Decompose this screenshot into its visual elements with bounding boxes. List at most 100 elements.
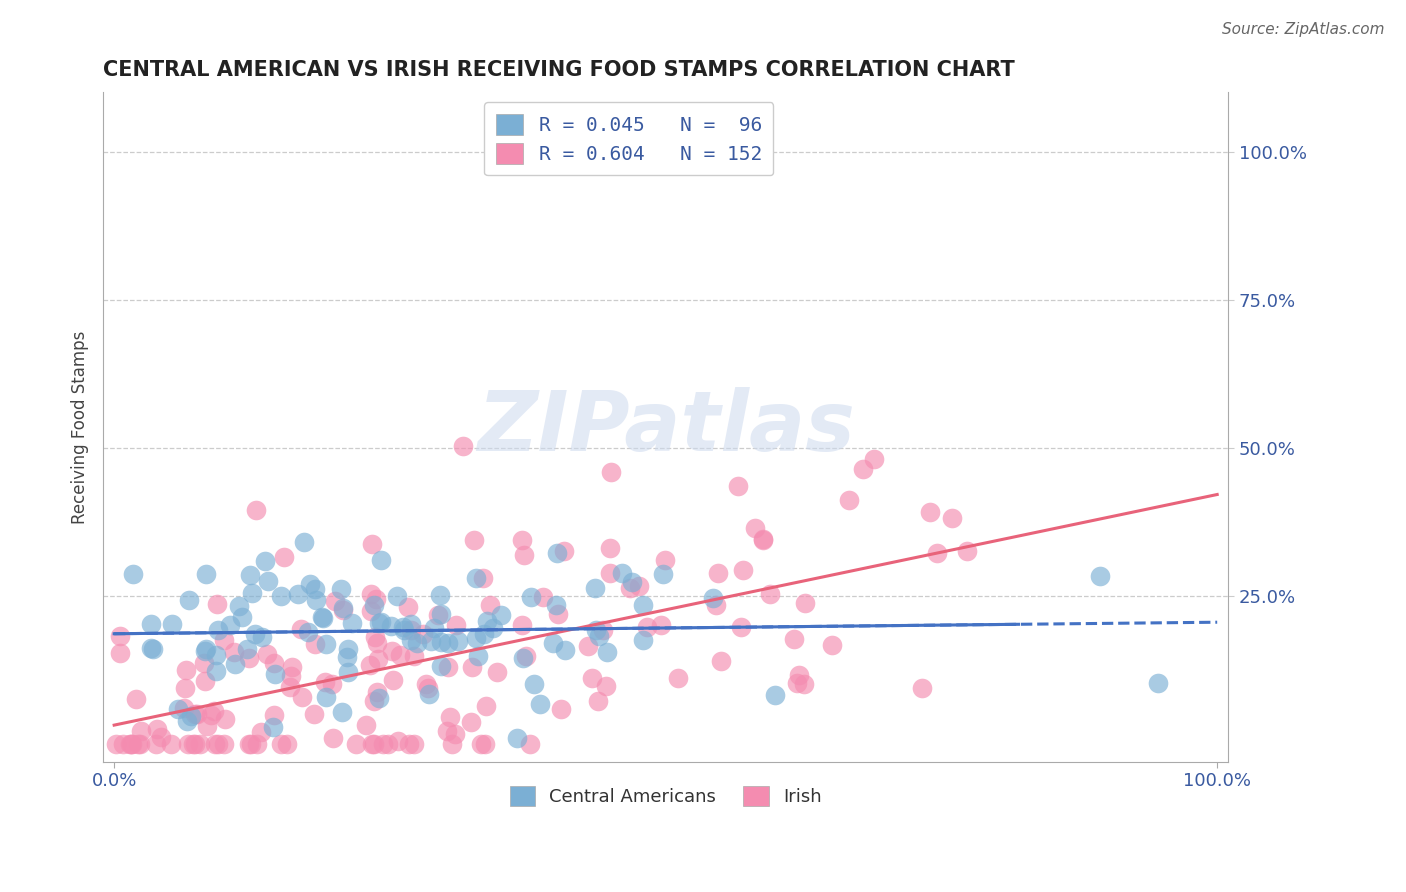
Point <box>583 581 606 595</box>
Point <box>240 585 263 599</box>
Point <box>120 737 142 751</box>
Point <box>941 510 963 524</box>
Point <box>506 731 529 745</box>
Point <box>330 706 353 720</box>
Point <box>236 642 259 657</box>
Point <box>370 615 392 630</box>
Point <box>361 737 384 751</box>
Point <box>112 737 135 751</box>
Point <box>1146 675 1168 690</box>
Point <box>239 568 262 582</box>
Point <box>305 593 328 607</box>
Point <box>444 618 467 632</box>
Point <box>193 657 215 671</box>
Point <box>304 636 326 650</box>
Point <box>392 619 415 633</box>
Point <box>262 720 284 734</box>
Point <box>254 554 277 568</box>
Point <box>399 632 422 647</box>
Point <box>332 601 354 615</box>
Point <box>321 676 343 690</box>
Point <box>541 635 564 649</box>
Point <box>650 618 672 632</box>
Point <box>377 737 399 751</box>
Point <box>752 533 775 547</box>
Point <box>852 461 875 475</box>
Point <box>709 654 731 668</box>
Point <box>429 588 451 602</box>
Point <box>399 617 422 632</box>
Point <box>263 656 285 670</box>
Point <box>195 719 218 733</box>
Point <box>911 681 934 696</box>
Point <box>704 598 727 612</box>
Point <box>212 737 235 751</box>
Point <box>707 566 730 580</box>
Point <box>302 707 325 722</box>
Point <box>337 665 360 680</box>
Point <box>547 607 569 621</box>
Point <box>186 706 208 721</box>
Point <box>581 671 603 685</box>
Point <box>510 533 533 547</box>
Point <box>439 710 461 724</box>
Point <box>759 587 782 601</box>
Point <box>315 637 337 651</box>
Point <box>418 688 440 702</box>
Point <box>515 648 537 663</box>
Point <box>398 737 420 751</box>
Point <box>360 587 382 601</box>
Point <box>366 685 388 699</box>
Point <box>273 550 295 565</box>
Point <box>366 636 388 650</box>
Point <box>340 616 363 631</box>
Point <box>531 591 554 605</box>
Point <box>330 582 353 596</box>
Point <box>794 596 817 610</box>
Point <box>276 737 298 751</box>
Point <box>127 737 149 751</box>
Point <box>290 690 312 705</box>
Point <box>173 701 195 715</box>
Point <box>440 737 463 751</box>
Point <box>159 737 181 751</box>
Point <box>356 717 378 731</box>
Text: ZIPatlas: ZIPatlas <box>477 386 855 467</box>
Point <box>278 680 301 694</box>
Point <box>204 737 226 751</box>
Point <box>475 614 498 628</box>
Point <box>218 618 240 632</box>
Point <box>105 737 128 751</box>
Point <box>599 566 621 581</box>
Point <box>368 616 391 631</box>
Point <box>188 737 211 751</box>
Point <box>585 623 607 637</box>
Point <box>202 704 225 718</box>
Point <box>224 657 246 672</box>
Point <box>360 537 382 551</box>
Point <box>150 730 173 744</box>
Point <box>263 708 285 723</box>
Point <box>364 630 387 644</box>
Text: CENTRAL AMERICAN VS IRISH RECEIVING FOOD STAMPS CORRELATION CHART: CENTRAL AMERICAN VS IRISH RECEIVING FOOD… <box>103 60 1015 79</box>
Point <box>290 622 312 636</box>
Point <box>214 632 236 647</box>
Point <box>281 660 304 674</box>
Point <box>702 591 724 606</box>
Point <box>297 625 319 640</box>
Point <box>863 452 886 467</box>
Point <box>402 737 425 751</box>
Point <box>744 521 766 535</box>
Point <box>125 692 148 706</box>
Point <box>252 630 274 644</box>
Point <box>298 577 321 591</box>
Point <box>596 645 619 659</box>
Point <box>475 699 498 714</box>
Point <box>464 570 486 584</box>
Point <box>430 607 453 621</box>
Point <box>122 567 145 582</box>
Point <box>592 624 614 638</box>
Point <box>336 650 359 665</box>
Point <box>519 737 541 751</box>
Point <box>180 709 202 723</box>
